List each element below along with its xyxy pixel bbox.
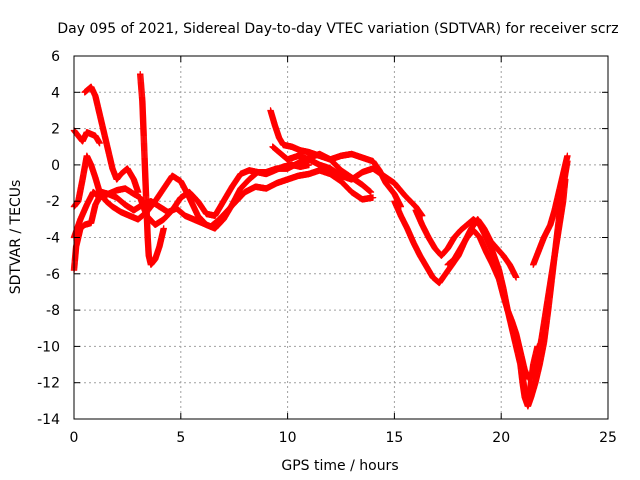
- series-arc-6: [137, 70, 167, 268]
- series-arc-5: [70, 127, 103, 147]
- chart-title: Day 095 of 2021, Sidereal Day-to-day VTE…: [57, 21, 618, 37]
- series-arc-11: [444, 176, 569, 383]
- series-arc-8: [269, 143, 426, 219]
- data-point: [134, 188, 142, 196]
- grid-lines: [74, 56, 608, 419]
- data-point: [369, 194, 377, 201]
- series-arc-12: [519, 343, 541, 405]
- series-arc-3: [70, 161, 313, 241]
- data-point: [96, 139, 103, 147]
- series-arc-4: [81, 83, 142, 196]
- data-point: [160, 225, 167, 232]
- data-point: [512, 274, 520, 281]
- data-point: [367, 188, 375, 196]
- data-points: [70, 70, 571, 410]
